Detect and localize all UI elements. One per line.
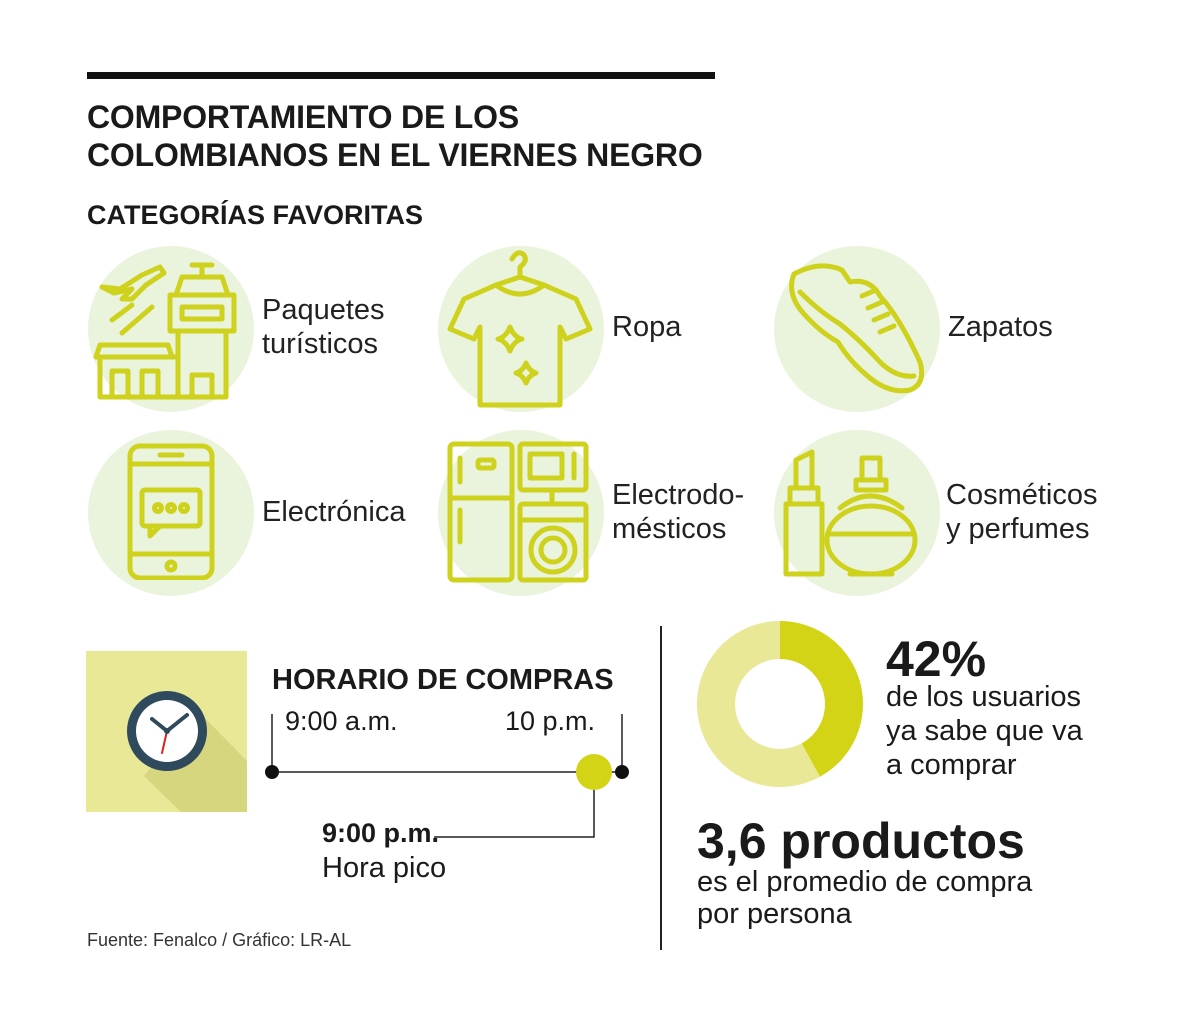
timeline (265, 714, 629, 838)
title-line-2: COLOMBIANOS EN EL VIERNES NEGRO (87, 137, 703, 173)
clock-icon (127, 691, 247, 812)
title-line-1: COMPORTAMIENTO DE LOS (87, 99, 519, 135)
clock-panel (86, 651, 247, 812)
peak-connector (434, 772, 595, 838)
shirt-hanger-icon (447, 250, 593, 408)
category-label: Cosméticos y perfumes (946, 479, 1098, 545)
page-title: COMPORTAMIENTO DE LOS COLOMBIANOS EN EL … (87, 98, 787, 174)
products-description: es el promedio de compra por persona (697, 866, 1033, 930)
products-stat: 3,6 productos (697, 813, 1025, 869)
donut-value-segment (780, 621, 863, 777)
schedule-title: HORARIO DE COMPRAS (272, 664, 614, 696)
end-time: 10 p.m. (505, 706, 596, 736)
top-rule (87, 72, 715, 79)
category-label: Paquetes turísticos (262, 294, 385, 360)
vertical-divider (660, 626, 662, 950)
category-label: Ropa (612, 311, 682, 343)
category-label: Electrodo- mésticos (612, 479, 745, 545)
timeline-start-dot (265, 765, 279, 779)
smartphone-icon (127, 443, 215, 580)
section-subtitle: CATEGORÍAS FAVORITAS (87, 200, 424, 230)
percent-description: de los usuarios ya sabe que va a comprar (886, 681, 1083, 781)
appliances-icon (447, 441, 589, 583)
start-time: 9:00 a.m. (285, 706, 398, 736)
category-label: Zapatos (948, 311, 1053, 343)
percent-stat: 42% (886, 631, 987, 687)
donut-chart (697, 621, 863, 787)
travel-airport-icon (93, 262, 237, 400)
sneaker-icon (789, 263, 925, 394)
peak-time: 9:00 p.m. (322, 818, 440, 848)
icon-circle (774, 246, 940, 412)
timeline-end-dot (615, 765, 629, 779)
category-label: Electrónica (262, 496, 406, 528)
peak-label: Hora pico (322, 852, 447, 884)
source-credit: Fuente: Fenalco / Gráfico: LR-AL (87, 930, 352, 950)
donut-remaining-segment (697, 621, 820, 787)
peak-dot (576, 754, 612, 790)
lipstick-perfume-icon (783, 449, 918, 577)
